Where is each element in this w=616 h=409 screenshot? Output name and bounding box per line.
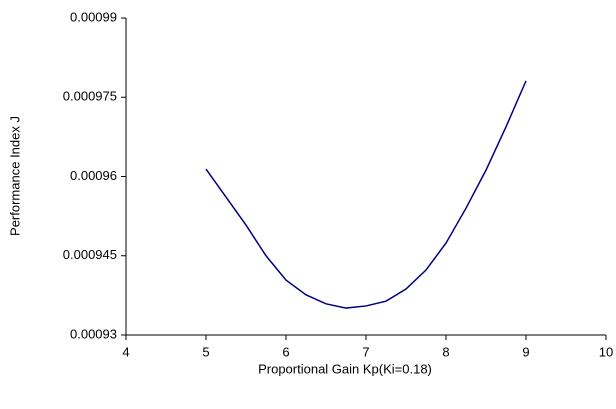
x-tick-label: 5: [202, 344, 209, 359]
y-tick-label: 0.000975: [63, 89, 117, 104]
y-tick-label: 0.000945: [63, 247, 117, 262]
x-tick-label: 8: [442, 344, 449, 359]
x-tick-label: 6: [282, 344, 289, 359]
y-tick-label: 0.00093: [70, 326, 117, 341]
y-tick-label: 0.00096: [70, 168, 117, 183]
x-tick-label: 4: [122, 344, 129, 359]
x-axis-title: Proportional Gain Kp(Ki=0.18): [258, 361, 432, 376]
y-axis-title: Performance Index J: [7, 116, 22, 236]
x-tick-label: 10: [599, 344, 613, 359]
x-tick-label: 7: [362, 344, 369, 359]
y-tick-label: 0.00099: [70, 9, 117, 24]
line: [205, 80, 527, 309]
x-tick-label: 9: [522, 344, 529, 359]
